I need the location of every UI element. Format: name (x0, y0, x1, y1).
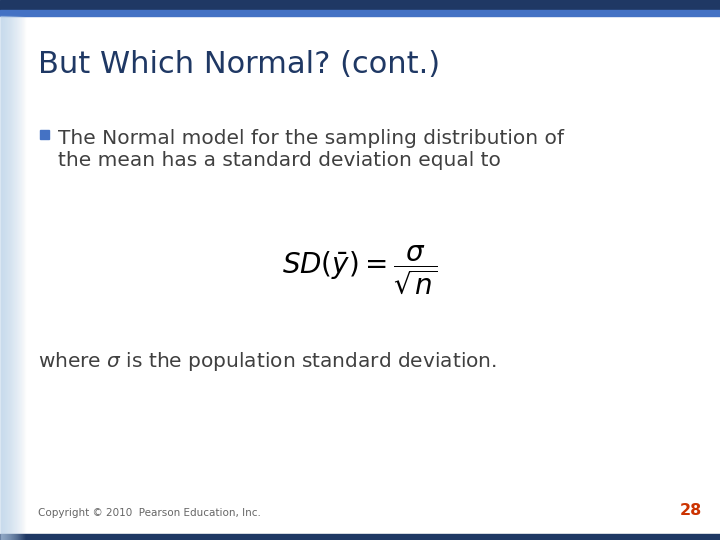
Text: the mean has a standard deviation equal to: the mean has a standard deviation equal … (58, 151, 501, 170)
Bar (3, 16, 4, 540)
Bar (24, 16, 25, 540)
Bar (6, 16, 7, 540)
Bar (17, 16, 18, 540)
Bar (7, 16, 8, 540)
Bar (10, 16, 11, 540)
Bar (15, 16, 16, 540)
Bar (0, 0, 720, 10)
Bar (1, 16, 2, 540)
Bar (16, 16, 17, 540)
Bar (0, 534, 720, 540)
Bar (9, 16, 10, 540)
Text: But Which Normal? (cont.): But Which Normal? (cont.) (38, 50, 440, 79)
Bar (4, 16, 5, 540)
Bar (11, 16, 12, 540)
Bar (21, 16, 22, 540)
Bar (22, 16, 23, 540)
Bar (23, 16, 24, 540)
Bar (40, 130, 49, 139)
Text: $\mathit{SD}(\bar{y})=\dfrac{\sigma}{\sqrt{n}}$: $\mathit{SD}(\bar{y})=\dfrac{\sigma}{\sq… (282, 244, 438, 296)
Bar (12, 16, 13, 540)
Bar (0, 16, 1, 540)
Bar (18, 16, 19, 540)
Text: Copyright © 2010  Pearson Education, Inc.: Copyright © 2010 Pearson Education, Inc. (38, 508, 261, 518)
Text: where $\sigma$ is the population standard deviation.: where $\sigma$ is the population standar… (38, 350, 497, 373)
Bar (2, 16, 3, 540)
Bar (14, 16, 15, 540)
Bar (5, 16, 6, 540)
Bar (13, 16, 14, 540)
Bar (20, 16, 21, 540)
Text: 28: 28 (680, 503, 702, 518)
Text: The Normal model for the sampling distribution of: The Normal model for the sampling distri… (58, 129, 564, 148)
Bar (0, 10, 720, 16)
Bar (8, 16, 9, 540)
Bar (19, 16, 20, 540)
